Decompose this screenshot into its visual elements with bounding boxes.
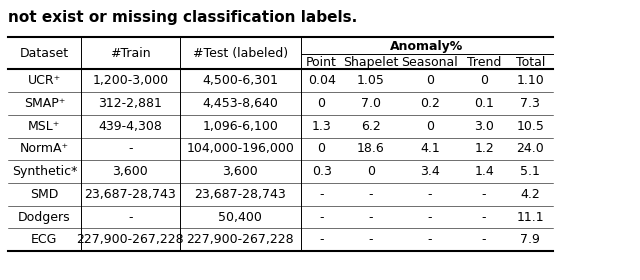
Text: -: -: [369, 233, 373, 246]
Text: 1.4: 1.4: [474, 165, 494, 178]
Text: 10.5: 10.5: [516, 120, 544, 133]
Text: Point: Point: [306, 56, 337, 69]
Text: -: -: [428, 233, 432, 246]
Text: 23,687-28,743: 23,687-28,743: [84, 188, 176, 201]
Text: NormA⁺: NormA⁺: [20, 142, 69, 155]
Text: Shapelet: Shapelet: [343, 56, 399, 69]
Text: -: -: [369, 211, 373, 223]
Text: -: -: [428, 188, 432, 201]
Text: 6.2: 6.2: [361, 120, 381, 133]
Text: 3.4: 3.4: [420, 165, 440, 178]
Text: 7.3: 7.3: [520, 97, 540, 110]
Text: Dataset: Dataset: [20, 47, 69, 60]
Text: 5.1: 5.1: [520, 165, 540, 178]
Text: ECG: ECG: [31, 233, 58, 246]
Text: #Test (labeled): #Test (labeled): [193, 47, 288, 60]
Text: 0.2: 0.2: [420, 97, 440, 110]
Text: 3.0: 3.0: [474, 120, 494, 133]
Text: -: -: [482, 233, 486, 246]
Text: 1.10: 1.10: [516, 74, 544, 87]
Text: 0: 0: [367, 165, 375, 178]
Text: 227,900-267,228: 227,900-267,228: [77, 233, 184, 246]
Text: Total: Total: [516, 56, 545, 69]
Text: 1.05: 1.05: [357, 74, 385, 87]
Text: 0: 0: [480, 74, 488, 87]
Text: -: -: [428, 211, 432, 223]
Text: 0.3: 0.3: [312, 165, 332, 178]
Text: -: -: [319, 211, 324, 223]
Text: 312-2,881: 312-2,881: [99, 97, 163, 110]
Text: 104,000-196,000: 104,000-196,000: [186, 142, 294, 155]
Text: 24.0: 24.0: [516, 142, 544, 155]
Text: MSL⁺: MSL⁺: [28, 120, 61, 133]
Text: SMD: SMD: [30, 188, 59, 201]
Text: 3,600: 3,600: [113, 165, 148, 178]
Text: -: -: [319, 188, 324, 201]
Text: UCR⁺: UCR⁺: [28, 74, 61, 87]
Text: 0: 0: [426, 120, 434, 133]
Text: Trend: Trend: [467, 56, 501, 69]
Text: 1.3: 1.3: [312, 120, 332, 133]
Text: 3,600: 3,600: [223, 165, 258, 178]
Text: 1,200-3,000: 1,200-3,000: [92, 74, 168, 87]
Text: 1.2: 1.2: [474, 142, 494, 155]
Text: Seasonal: Seasonal: [401, 56, 458, 69]
Text: 4.1: 4.1: [420, 142, 440, 155]
Text: not exist or missing classification labels.: not exist or missing classification labe…: [8, 10, 357, 25]
Text: 7.9: 7.9: [520, 233, 540, 246]
Text: -: -: [482, 211, 486, 223]
Text: 0: 0: [317, 97, 326, 110]
Text: 439-4,308: 439-4,308: [99, 120, 163, 133]
Text: 4,500-6,301: 4,500-6,301: [202, 74, 278, 87]
Text: 0.04: 0.04: [308, 74, 335, 87]
Text: 50,400: 50,400: [218, 211, 262, 223]
Text: 0: 0: [426, 74, 434, 87]
Text: -: -: [482, 188, 486, 201]
Text: 0.1: 0.1: [474, 97, 494, 110]
Text: 18.6: 18.6: [357, 142, 385, 155]
Text: 227,900-267,228: 227,900-267,228: [186, 233, 294, 246]
Text: SMAP⁺: SMAP⁺: [24, 97, 65, 110]
Text: -: -: [319, 233, 324, 246]
Text: 7.0: 7.0: [361, 97, 381, 110]
Text: 4,453-8,640: 4,453-8,640: [202, 97, 278, 110]
Text: Synthetic*: Synthetic*: [12, 165, 77, 178]
Text: 1,096-6,100: 1,096-6,100: [202, 120, 278, 133]
Text: Dodgers: Dodgers: [18, 211, 70, 223]
Text: #Train: #Train: [110, 47, 151, 60]
Text: 23,687-28,743: 23,687-28,743: [195, 188, 286, 201]
Text: -: -: [369, 188, 373, 201]
Text: 4.2: 4.2: [520, 188, 540, 201]
Text: Anomaly%: Anomaly%: [390, 40, 463, 53]
Text: -: -: [128, 142, 132, 155]
Text: 11.1: 11.1: [516, 211, 544, 223]
Text: 0: 0: [317, 142, 326, 155]
Text: -: -: [128, 211, 132, 223]
